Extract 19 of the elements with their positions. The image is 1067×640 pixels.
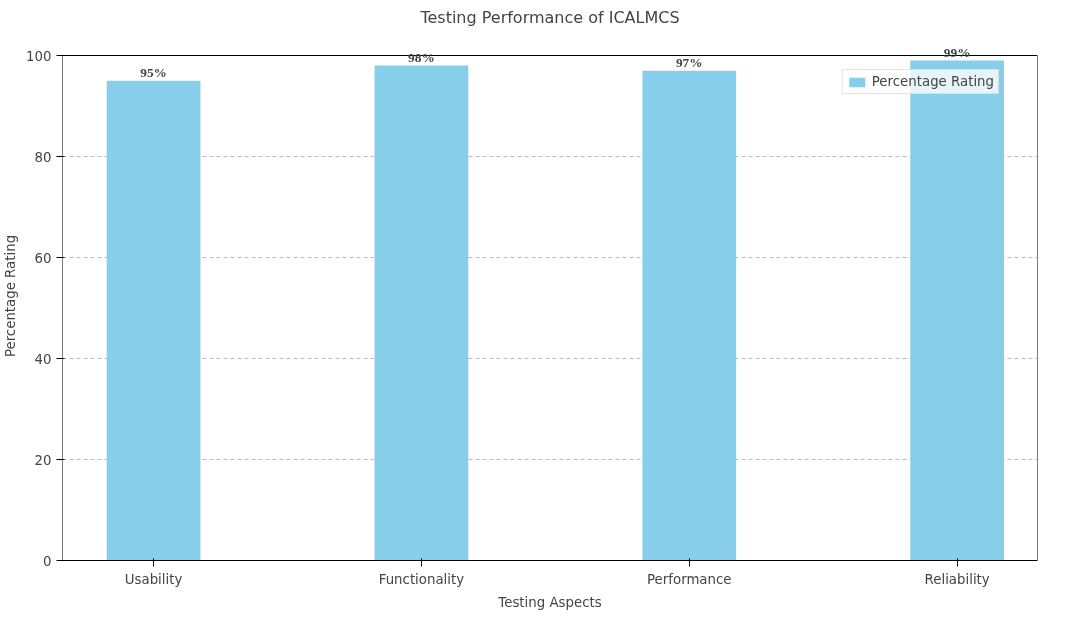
y-axis-title: Percentage Rating xyxy=(3,234,19,358)
y-tick-label: 40 xyxy=(34,351,52,367)
bar xyxy=(374,65,469,561)
x-axis-title: Testing Aspects xyxy=(497,594,602,610)
y-tick-label: 20 xyxy=(34,452,52,468)
data-label: 95% xyxy=(140,64,167,80)
y-tick-label: 0 xyxy=(43,553,52,569)
legend-label: Percentage Rating xyxy=(871,74,994,89)
data-label: 97% xyxy=(675,54,703,70)
x-tick-label: Functionality xyxy=(378,571,465,587)
x-tick-label: Usability xyxy=(124,571,183,587)
bar xyxy=(642,70,737,561)
y-tick-label: 60 xyxy=(34,250,52,266)
chart-title: Testing Performance of ICALMCS xyxy=(419,7,680,27)
bar xyxy=(106,80,201,561)
x-tick-label: Reliability xyxy=(924,571,990,587)
y-tick-label: 80 xyxy=(34,149,52,165)
y-tick-label: 100 xyxy=(26,48,52,64)
x-tick-label: Performance xyxy=(647,571,732,587)
